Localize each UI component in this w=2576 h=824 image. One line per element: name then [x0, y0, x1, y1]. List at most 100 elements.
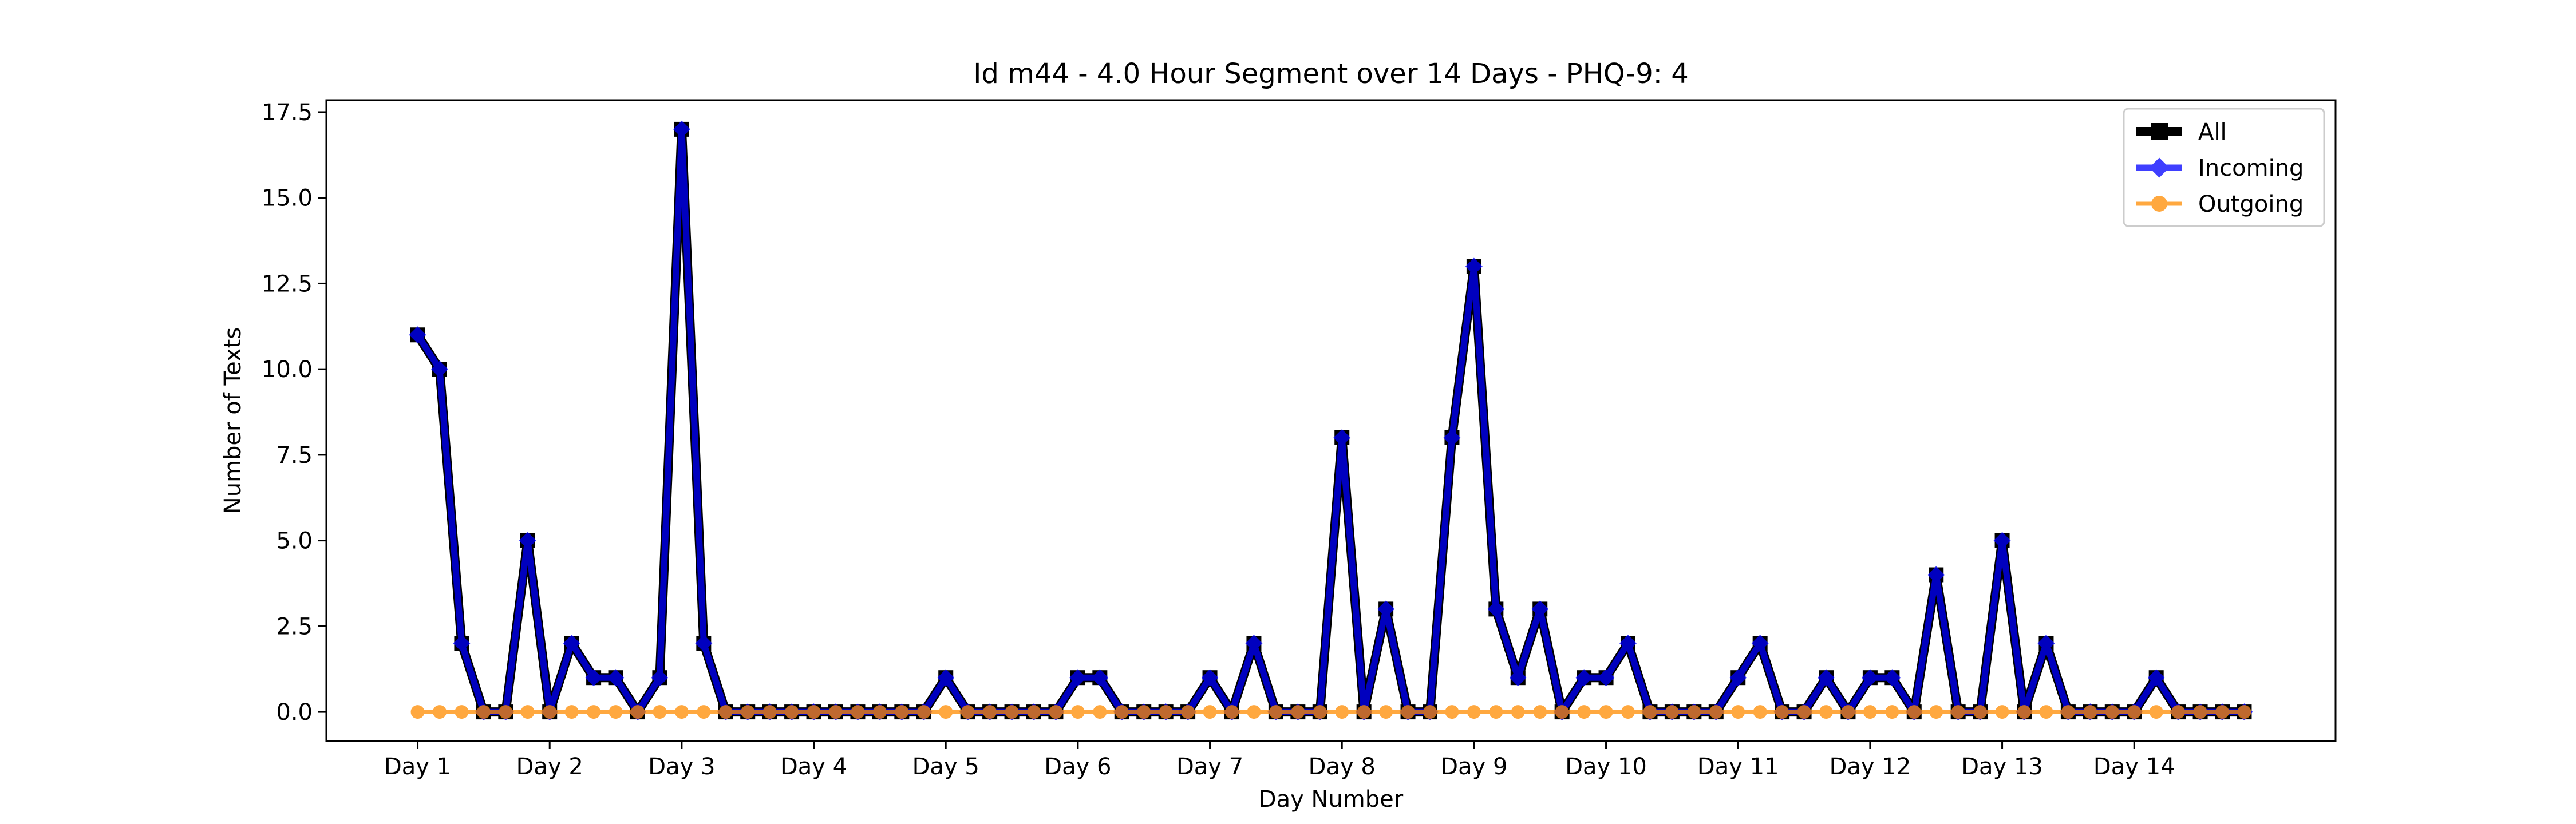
data-point-outgoing: [1026, 705, 1041, 719]
legend-entry-incoming: [2136, 157, 2182, 178]
x-tick-label: Day 9: [1440, 754, 1507, 780]
data-point-outgoing: [1379, 705, 1393, 719]
data-point-outgoing: [1269, 705, 1283, 719]
data-point-outgoing: [1885, 705, 1899, 719]
data-point-outgoing: [1995, 705, 2009, 719]
legend-label: Incoming: [2198, 155, 2304, 181]
data-point-outgoing: [1819, 705, 1834, 719]
data-point-outgoing: [1005, 705, 1019, 719]
data-point-outgoing: [1951, 705, 1965, 719]
data-point-outgoing: [895, 705, 909, 719]
data-point-outgoing: [1224, 705, 1239, 719]
data-point-outgoing: [1929, 705, 1943, 719]
data-point-outgoing: [872, 705, 887, 719]
x-axis: Day 1 Day 2 Day 3 Day 4 Day 5 Day 6 Day 7 Day 8…: [384, 741, 2175, 780]
data-point-outgoing: [718, 705, 733, 719]
data-point-outgoing: [2215, 705, 2230, 719]
data-point-outgoing: [916, 705, 931, 719]
data-point-outgoing: [1159, 705, 1173, 719]
x-tick-label: Day 7: [1176, 754, 1243, 780]
data-point-incoming: [695, 635, 713, 652]
data-point-outgoing: [1665, 705, 1679, 719]
legend-entry-all: [2136, 123, 2182, 140]
y-tick-label: 12.5: [262, 271, 313, 297]
data-point-outgoing: [1181, 705, 1195, 719]
x-axis-label: Day Number: [1259, 786, 1404, 813]
data-point-outgoing: [1533, 705, 1547, 719]
y-tick-label: 10.0: [262, 356, 313, 383]
data-point-incoming: [585, 669, 603, 687]
y-tick-label: 17.5: [262, 100, 313, 126]
data-point-outgoing: [697, 705, 711, 719]
data-point-incoming: [1377, 600, 1395, 618]
data-point-outgoing: [1115, 705, 1129, 719]
data-point-outgoing: [1753, 705, 1767, 719]
y-axis-label: Number of Texts: [220, 327, 246, 514]
legend-marker: [2149, 157, 2170, 178]
data-point-outgoing: [630, 705, 645, 719]
data-point-incoming: [2147, 669, 2165, 687]
data-point-outgoing: [1313, 705, 1327, 719]
data-point-incoming: [1091, 669, 1109, 687]
data-point-outgoing: [983, 705, 997, 719]
data-point-outgoing: [1489, 705, 1503, 719]
data-point-outgoing: [410, 705, 425, 719]
data-point-outgoing: [1731, 705, 1745, 719]
data-point-incoming: [430, 360, 448, 378]
data-point-outgoing: [851, 705, 865, 719]
y-tick-label: 0.0: [276, 699, 313, 726]
data-point-incoming: [1861, 669, 1879, 687]
data-point-outgoing: [1203, 705, 1217, 719]
data-point-outgoing: [499, 705, 513, 719]
data-point-outgoing: [1291, 705, 1305, 719]
data-point-outgoing: [587, 705, 601, 719]
data-point-incoming: [937, 669, 955, 687]
y-axis: 0.0 2.5 5.0 7.5 10.0 12.5 15.0 17.5: [262, 100, 326, 726]
data-point-incoming: [1201, 669, 1219, 687]
data-point-outgoing: [1467, 705, 1481, 719]
legend-entry-outgoing: [2136, 196, 2182, 212]
data-point-outgoing: [1907, 705, 1921, 719]
data-point-outgoing: [1841, 705, 1855, 719]
data-point-outgoing: [1973, 705, 1988, 719]
data-point-outgoing: [1797, 705, 1811, 719]
x-tick-label: Day 12: [1830, 754, 1911, 780]
data-point-outgoing: [2017, 705, 2032, 719]
data-point-outgoing: [961, 705, 975, 719]
data-point-outgoing: [762, 705, 777, 719]
plot-frame: [325, 99, 2337, 742]
data-point-incoming: [1597, 669, 1615, 687]
data-point-outgoing: [1093, 705, 1107, 719]
y-tick-label: 5.0: [276, 528, 313, 554]
data-point-incoming: [1465, 258, 1483, 275]
legend-box: [2123, 108, 2325, 227]
data-point-outgoing: [1401, 705, 1415, 719]
data-point-incoming: [2037, 635, 2055, 652]
x-tick-label: Day 4: [780, 754, 847, 780]
data-point-outgoing: [674, 705, 689, 719]
legend-marker: [2151, 123, 2168, 140]
data-point-outgoing: [2237, 705, 2251, 719]
legend: All Incoming Outgoing: [2123, 108, 2325, 227]
data-point-outgoing: [807, 705, 821, 719]
data-point-outgoing: [520, 705, 535, 719]
data-point-outgoing: [1049, 705, 1063, 719]
data-point-outgoing: [1709, 705, 1723, 719]
x-tick-label: Day 6: [1044, 754, 1111, 780]
x-tick-label: Day 1: [384, 754, 451, 780]
data-point-incoming: [519, 532, 536, 549]
data-point-outgoing: [455, 705, 469, 719]
data-point-outgoing: [1247, 705, 1261, 719]
data-point-outgoing: [939, 705, 953, 719]
data-point-incoming: [1883, 669, 1901, 687]
data-point-outgoing: [1687, 705, 1701, 719]
data-point-outgoing: [2171, 705, 2186, 719]
data-point-outgoing: [564, 705, 579, 719]
data-point-outgoing: [2039, 705, 2053, 719]
x-tick-label: Day 10: [1565, 754, 1647, 780]
x-tick-label: Day 14: [2093, 754, 2175, 780]
data-point-outgoing: [432, 705, 447, 719]
data-point-incoming: [1245, 635, 1263, 652]
data-point-outgoing: [741, 705, 755, 719]
